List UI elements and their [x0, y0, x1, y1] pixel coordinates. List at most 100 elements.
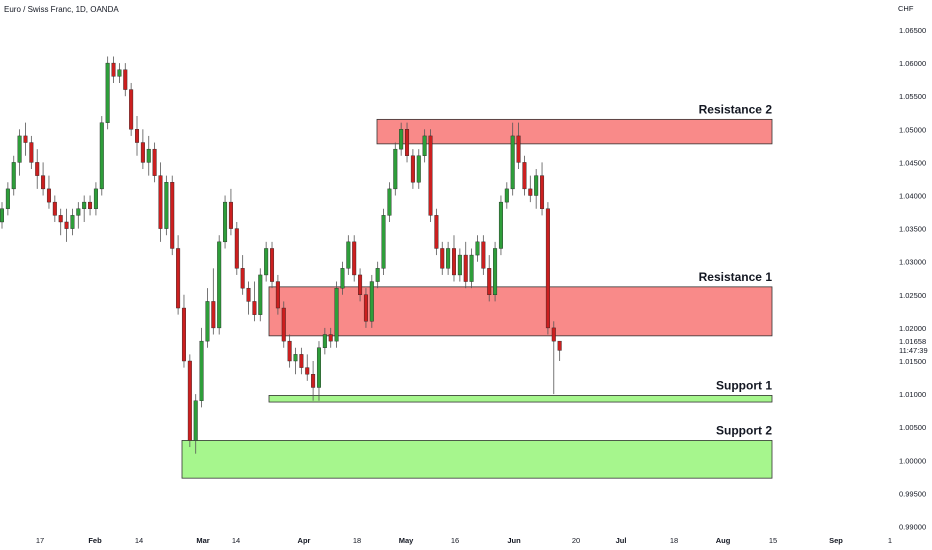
candle-body [475, 241, 480, 256]
candle [399, 122, 404, 156]
time-axis[interactable]: 17 Feb 14 Mar 14 Apr 18 May 16 Jun 20 Jul 18 Aug 15 Sep… [36, 536, 892, 545]
candle [223, 195, 228, 249]
x-tick-label: 20 [572, 536, 580, 545]
candle [0, 202, 4, 229]
x-tick-label: 1 [888, 536, 892, 545]
candle [17, 129, 22, 176]
y-tick-label: 1.03000 [899, 258, 926, 267]
candle [352, 235, 357, 282]
candle-body [23, 135, 28, 143]
candle [410, 149, 415, 189]
candle [270, 241, 275, 289]
candle-body [129, 89, 134, 130]
candle-body [369, 281, 374, 322]
candle [381, 208, 386, 275]
candle-body [93, 188, 98, 209]
zone-labels-layer: Resistance 2 Resistance 1 Support 1 Support… [699, 102, 773, 437]
candle-body [393, 148, 398, 190]
candle [487, 255, 492, 302]
x-tick-label: 14 [135, 536, 143, 545]
zone-resistance-1[interactable] [376, 118, 773, 145]
candle-body [422, 135, 427, 156]
candle [540, 162, 545, 216]
candle [11, 155, 16, 196]
x-tick-label: Apr [298, 536, 311, 545]
y-tick-label: 1.00500 [899, 423, 926, 432]
price-axis[interactable]: CHF 1.01658 11:47:39 1.06500 1.06000 1.055… [896, 4, 930, 532]
zone-support-3[interactable] [268, 395, 773, 403]
candle-body [358, 274, 363, 296]
candle [187, 354, 192, 448]
zone-support-4[interactable] [181, 440, 773, 479]
candle [211, 268, 216, 335]
candle [129, 82, 134, 136]
candle-body [487, 268, 492, 296]
y-tick-label: 0.99500 [899, 489, 926, 498]
candle-body [534, 175, 539, 196]
candle [29, 135, 34, 170]
candle [217, 235, 222, 335]
candle-body [217, 241, 222, 329]
candle-body [105, 62, 110, 123]
candle [176, 235, 181, 315]
candle [64, 208, 69, 242]
candle-body [299, 354, 304, 368]
bar-countdown-label: 11:47:39 [899, 346, 928, 355]
candle [164, 175, 169, 236]
candle-body [463, 254, 468, 282]
candle [393, 142, 398, 196]
candle [340, 261, 345, 295]
zone-label-3: Support 1 [716, 378, 772, 392]
candle-body [457, 254, 462, 276]
current-price-label: 1.01658 [899, 337, 926, 346]
candle [422, 129, 427, 163]
candle [299, 347, 304, 375]
candle-body [211, 301, 216, 329]
candle-body [228, 201, 233, 229]
candle [463, 241, 468, 289]
candle-body [275, 281, 280, 309]
candle-body [328, 334, 333, 342]
candle-body [322, 334, 327, 348]
x-tick-label: 14 [232, 536, 240, 545]
candle-body [187, 360, 192, 441]
candle-body [199, 340, 204, 401]
candle [316, 341, 321, 401]
candle-body [64, 221, 69, 229]
candle-body [428, 135, 433, 216]
candle [252, 281, 257, 322]
zones-layer [181, 118, 773, 479]
candle [457, 248, 462, 282]
candle [446, 241, 451, 275]
zone-label-1: Resistance 2 [699, 102, 773, 116]
y-tick-label: 1.06000 [899, 59, 926, 68]
candle [135, 116, 140, 156]
candle [287, 334, 292, 368]
y-tick-label: 1.01500 [899, 357, 926, 366]
candle [428, 129, 433, 222]
candle [41, 162, 46, 196]
candle-body [264, 248, 269, 276]
y-tick-label: 1.01000 [899, 390, 926, 399]
candle-body [545, 208, 550, 329]
y-tick-label: 0.99000 [899, 523, 926, 532]
candle-body [111, 62, 116, 77]
candle-body [234, 228, 239, 269]
candle-body [146, 148, 151, 163]
candle-body [135, 129, 140, 143]
candle [181, 294, 186, 368]
candle-body [123, 69, 128, 90]
candle-body [510, 135, 515, 190]
zone-resistance-2[interactable] [268, 286, 773, 337]
candle-body [41, 175, 46, 190]
candle [305, 354, 310, 381]
y-tick-label: 1.02000 [899, 324, 926, 333]
candle-body [528, 188, 533, 196]
candle-body [258, 274, 263, 315]
candle-body [252, 301, 257, 315]
candle [193, 394, 198, 454]
candle [205, 288, 210, 348]
candle [170, 175, 175, 256]
candle-body [434, 215, 439, 249]
